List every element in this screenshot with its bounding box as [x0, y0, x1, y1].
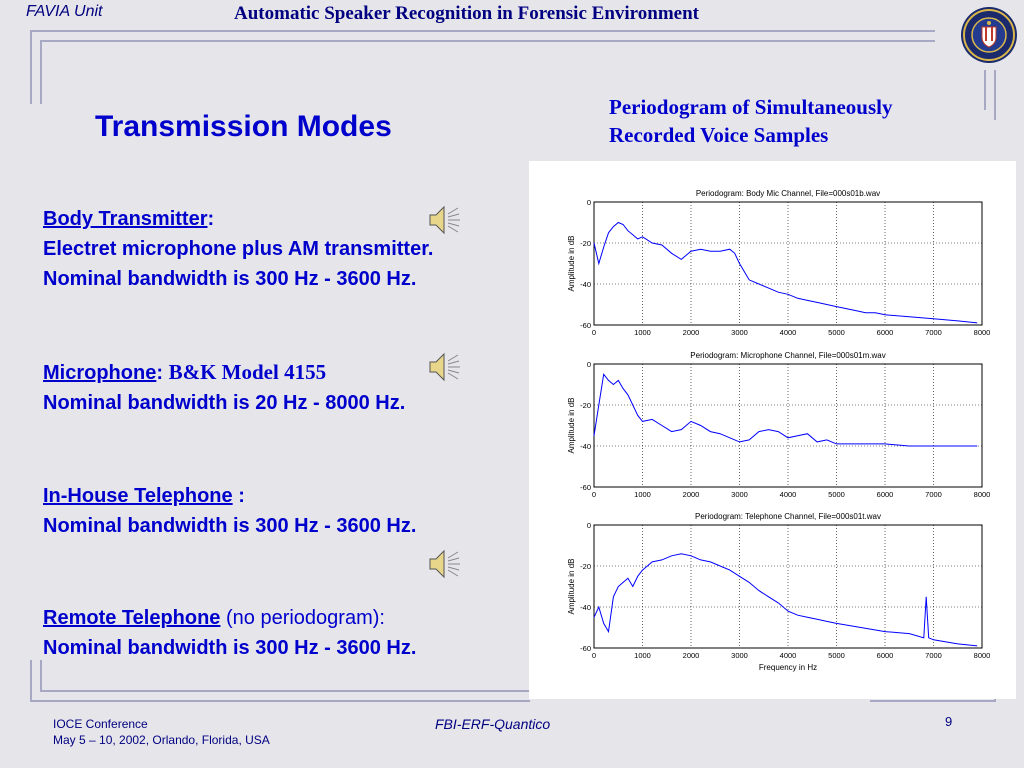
periodogram-line — [593, 373, 978, 447]
mode-name: Body Transmitter — [43, 208, 208, 230]
frame-bottom-bar-inner — [40, 690, 530, 692]
x-tick-label: 5000 — [828, 328, 845, 337]
plot-title: Periodogram: Telephone Channel, File=000… — [695, 512, 881, 521]
mode-model: B&K Model 4155 — [168, 360, 327, 384]
y-tick-label: -20 — [580, 562, 591, 571]
slide-title: Transmission Modes — [95, 110, 392, 143]
x-tick-label: 0 — [592, 490, 596, 499]
x-tick-label: 8000 — [974, 328, 991, 337]
speaker-icon[interactable] — [426, 202, 462, 238]
mode-name: In-House Telephone — [43, 485, 233, 507]
frame-top-left-inner — [40, 40, 42, 104]
x-tick-label: 1000 — [634, 490, 651, 499]
y-tick-label: -20 — [580, 239, 591, 248]
periodogram-heading: Periodogram of Simultaneously Recorded V… — [609, 93, 893, 149]
y-axis-label: Amplitude in dB — [567, 397, 576, 453]
x-tick-label: 8000 — [974, 490, 991, 499]
mode-line: Electret microphone plus AM transmitter. — [43, 238, 434, 260]
mode-line: Nominal bandwidth is 300 Hz - 3600 Hz. — [43, 637, 417, 659]
y-tick-label: 0 — [587, 198, 591, 207]
x-tick-label: 2000 — [683, 651, 700, 660]
conference-date-location: May 5 – 10, 2002, Orlando, Florida, USA — [53, 733, 270, 747]
frame-bottom-left-inner — [40, 660, 42, 692]
y-tick-label: -40 — [580, 603, 591, 612]
speaker-icon[interactable] — [426, 349, 462, 385]
periodogram-plots: Periodogram: Body Mic Channel, File=000s… — [567, 189, 991, 672]
y-tick-label: 0 — [587, 521, 591, 530]
x-axis-label: Frequency in Hz — [759, 663, 817, 672]
frame-right-top — [994, 70, 996, 120]
frame-right-top-inner — [984, 70, 986, 110]
mode-suffix: (no periodogram): — [220, 607, 385, 629]
page-number: 9 — [945, 714, 953, 729]
y-axis-label: Amplitude in dB — [567, 235, 576, 291]
periodogram-line — [593, 221, 978, 324]
periodogram-heading-line2: Recorded Voice Samples — [609, 123, 829, 147]
y-tick-label: -20 — [580, 401, 591, 410]
y-tick-label: -60 — [580, 644, 591, 653]
mode-suffix: : — [156, 362, 164, 384]
x-tick-label: 4000 — [780, 490, 797, 499]
mode-remote-telephone: Remote Telephone (no periodogram): Nomin… — [43, 603, 416, 663]
y-axis-label: Amplitude in dB — [567, 558, 576, 614]
fbi-seal-logo — [960, 6, 1018, 64]
x-tick-label: 7000 — [925, 328, 942, 337]
mode-line: Nominal bandwidth is 300 Hz - 3600 Hz. — [43, 515, 417, 537]
periodogram-heading-line1: Periodogram of Simultaneously — [609, 95, 893, 119]
y-tick-label: -40 — [580, 280, 591, 289]
frame-top-bar-inner — [40, 40, 935, 42]
x-tick-label: 4000 — [780, 651, 797, 660]
mode-name: Remote Telephone — [43, 607, 221, 629]
x-tick-label: 5000 — [828, 490, 845, 499]
unit-label: FAVIA Unit — [26, 3, 103, 20]
conference-info: IOCE Conference May 5 – 10, 2002, Orland… — [53, 716, 270, 748]
x-tick-label: 6000 — [877, 490, 894, 499]
conference-name: IOCE Conference — [53, 717, 148, 731]
x-tick-label: 5000 — [828, 651, 845, 660]
x-tick-label: 0 — [592, 651, 596, 660]
y-tick-label: -40 — [580, 442, 591, 451]
plot-title: Periodogram: Body Mic Channel, File=000s… — [696, 189, 880, 198]
x-tick-label: 3000 — [731, 490, 748, 499]
x-tick-label: 1000 — [634, 651, 651, 660]
mode-in-house-telephone: In-House Telephone : Nominal bandwidth i… — [43, 481, 416, 541]
y-tick-label: 0 — [587, 360, 591, 369]
x-tick-label: 7000 — [925, 490, 942, 499]
mode-suffix: : — [232, 485, 245, 507]
periodogram-line — [593, 553, 978, 647]
x-tick-label: 6000 — [877, 328, 894, 337]
mode-body-transmitter: Body Transmitter: Electret microphone pl… — [43, 204, 433, 294]
x-tick-label: 8000 — [974, 651, 991, 660]
frame-bottom-bar — [30, 700, 530, 702]
x-tick-label: 7000 — [925, 651, 942, 660]
x-tick-label: 3000 — [731, 328, 748, 337]
plot-title: Periodogram: Microphone Channel, File=00… — [690, 351, 885, 360]
mode-suffix: : — [207, 208, 215, 230]
periodogram-panel: Periodogram: Body Mic Channel, File=000s… — [529, 161, 1016, 699]
x-tick-label: 2000 — [683, 328, 700, 337]
speaker-icon[interactable] — [426, 546, 462, 582]
frame-bottom-right-bar — [870, 700, 996, 702]
frame-top-bar — [30, 30, 935, 32]
frame-bottom-left — [30, 660, 32, 702]
y-tick-label: -60 — [580, 483, 591, 492]
x-tick-label: 2000 — [683, 490, 700, 499]
mode-microphone: Microphone: B&K Model 4155 Nominal bandw… — [43, 357, 405, 418]
mode-line: Nominal bandwidth is 20 Hz - 8000 Hz. — [43, 392, 406, 414]
footer-center: FBI-ERF-Quantico — [435, 716, 551, 732]
frame-top-left — [30, 30, 32, 104]
header-title: Automatic Speaker Recognition in Forensi… — [234, 3, 699, 24]
x-tick-label: 6000 — [877, 651, 894, 660]
x-tick-label: 3000 — [731, 651, 748, 660]
mode-line: Nominal bandwidth is 300 Hz - 3600 Hz. — [43, 268, 417, 290]
mode-name: Microphone — [43, 362, 157, 384]
x-tick-label: 1000 — [634, 328, 651, 337]
y-tick-label: -60 — [580, 321, 591, 330]
x-tick-label: 4000 — [780, 328, 797, 337]
x-tick-label: 0 — [592, 328, 596, 337]
